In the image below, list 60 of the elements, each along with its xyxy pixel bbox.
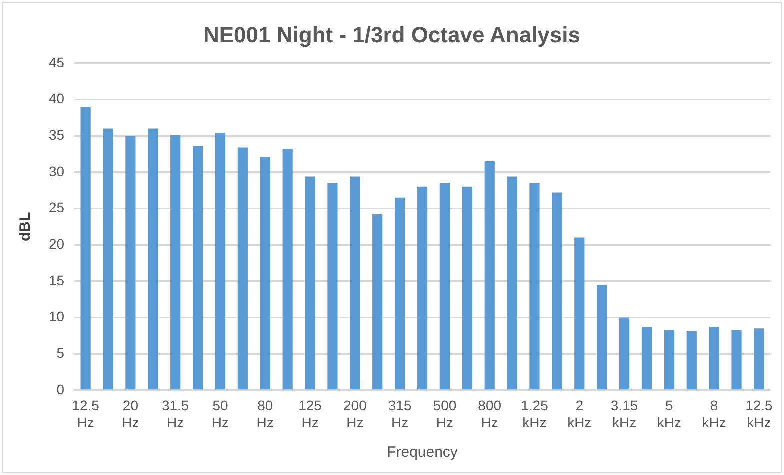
bar — [350, 176, 360, 390]
bar — [238, 148, 248, 390]
y-axis-title: dBL — [17, 212, 34, 242]
x-tick-label: 315 Hz — [388, 398, 412, 430]
y-tick-label: 35 — [48, 126, 65, 143]
bar — [619, 318, 630, 390]
bar — [642, 327, 652, 390]
bar — [709, 327, 720, 390]
y-tick-label: 30 — [48, 163, 65, 180]
x-tick-label: 50 Hz — [212, 398, 230, 430]
bar — [530, 183, 540, 390]
x-tick-label: 125 Hz — [298, 398, 322, 430]
chart-title: NE001 Night - 1/3rd Octave Analysis — [204, 22, 580, 48]
x-tick-label: 5 kHz — [657, 398, 682, 430]
x-tick-label: 2 kHz — [568, 398, 592, 430]
y-tick-label: 5 — [56, 344, 65, 361]
bar — [552, 192, 562, 390]
x-tick-label: 12.5 Hz — [72, 398, 100, 430]
x-axis-title: Frequency — [387, 444, 458, 462]
x-tick-label: 800 Hz — [478, 398, 502, 430]
y-tick-label: 45 — [48, 54, 65, 70]
x-tick-label: 3.15 kHz — [610, 398, 638, 430]
x-tick-label: 12.5 kHz — [746, 398, 774, 430]
bar — [507, 176, 518, 390]
bar — [417, 186, 428, 390]
bar — [103, 128, 114, 390]
x-tick-label: 200 Hz — [343, 398, 368, 430]
y-tick-label: 10 — [48, 308, 65, 325]
bar — [260, 157, 270, 390]
bar — [440, 183, 450, 390]
bar — [732, 330, 742, 390]
bar — [126, 136, 136, 390]
x-tick-label: 20 Hz — [122, 398, 140, 430]
x-tick-label: 500 Hz — [433, 398, 457, 430]
y-tick-label: 40 — [48, 90, 65, 107]
bar — [597, 285, 608, 390]
x-tick-label: 8 kHz — [702, 398, 726, 430]
y-tick-label: 25 — [48, 200, 65, 216]
bar — [686, 332, 697, 390]
x-tick-label: 1.25 kHz — [521, 398, 549, 430]
bar — [192, 146, 204, 390]
bar — [754, 328, 764, 390]
y-tick-label: 0 — [56, 381, 65, 398]
bar — [372, 214, 383, 390]
bar — [80, 107, 91, 390]
bar — [328, 183, 338, 390]
bar — [484, 162, 495, 390]
bar — [574, 238, 585, 390]
bar — [215, 133, 226, 390]
bar — [462, 186, 472, 390]
bar — [664, 330, 674, 390]
x-tick-label: 31.5 Hz — [162, 398, 190, 430]
bar — [305, 176, 316, 390]
bar — [282, 149, 293, 390]
bar — [170, 135, 181, 390]
bar — [148, 128, 158, 390]
y-tick-label: 20 — [48, 236, 65, 252]
y-tick-label: 15 — [48, 272, 65, 288]
bar — [395, 198, 406, 390]
x-tick-label: 80 Hz — [256, 398, 274, 430]
